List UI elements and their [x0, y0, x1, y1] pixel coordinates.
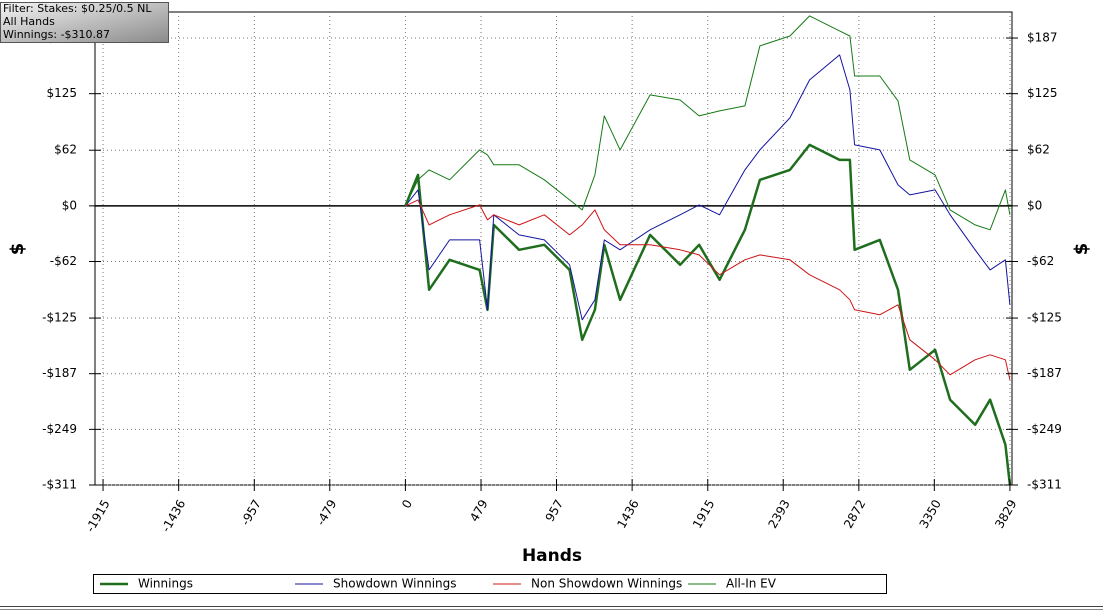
x-tick-label: 2393	[765, 497, 792, 530]
x-tick-label: 1436	[614, 497, 641, 530]
lines	[404, 15, 1012, 486]
x-tick-label: -957	[238, 497, 264, 528]
legend-label: Showdown Winnings	[333, 577, 457, 591]
info-text: All Hands	[3, 15, 55, 28]
x-tick-label: -1436	[159, 497, 189, 534]
x-tick-label: -1915	[83, 497, 113, 534]
y-tick-label: $0	[62, 198, 77, 212]
info-box	[0, 2, 169, 43]
x-tick-label: 0	[399, 497, 415, 511]
x-tick-label: 2872	[841, 497, 868, 530]
legend-label: Winnings	[138, 577, 193, 591]
series-line	[405, 199, 1011, 380]
series-line	[404, 15, 1011, 231]
y2-tick-label: -$311	[1027, 478, 1062, 492]
x-tick-label: 3350	[917, 497, 944, 530]
y-tick-label: $62	[54, 143, 77, 157]
legend-box	[93, 574, 887, 594]
y-tick-label: -$249	[42, 422, 77, 436]
y-tick-label: -$62	[50, 254, 77, 268]
legend-label: All-In EV	[726, 577, 777, 591]
y2-tick-label: -$125	[1027, 311, 1062, 325]
y-tick-label: $125	[46, 86, 77, 100]
x-axis-label: Hands	[522, 546, 582, 566]
y2-tick-label: $62	[1027, 143, 1050, 157]
x-tick-label: 957	[543, 497, 567, 524]
x-tick-label: 3829	[992, 497, 1019, 530]
y-tick-label: -$311	[42, 478, 77, 492]
info-text: Winnings: -$310.87	[3, 28, 110, 41]
y2-axis-label: $	[1071, 243, 1092, 256]
legend-label: Non Showdown Winnings	[531, 577, 682, 591]
info-text: Filter: Stakes: $0.25/0.5 NL	[3, 2, 152, 15]
y2-tick-label: $125	[1027, 86, 1058, 100]
y-axis-label: $	[7, 243, 28, 256]
y-tick-label: -$187	[42, 366, 77, 380]
y2-tick-label: $0	[1027, 198, 1042, 212]
y2-tick-label: -$62	[1027, 254, 1054, 268]
series-line	[405, 54, 1011, 321]
x-tick-label: 1915	[690, 497, 717, 530]
y2-tick-label: -$187	[1027, 366, 1062, 380]
y-tick-label: -$125	[42, 311, 77, 325]
legend: Winnings Showdown Winnings Non Showdown Wi…	[100, 577, 777, 591]
y2-tick-label: -$249	[1027, 422, 1062, 436]
y2-tick-label: $187	[1027, 31, 1058, 45]
x-tick-label: -479	[314, 497, 340, 528]
x-tick-label: 479	[467, 497, 491, 524]
